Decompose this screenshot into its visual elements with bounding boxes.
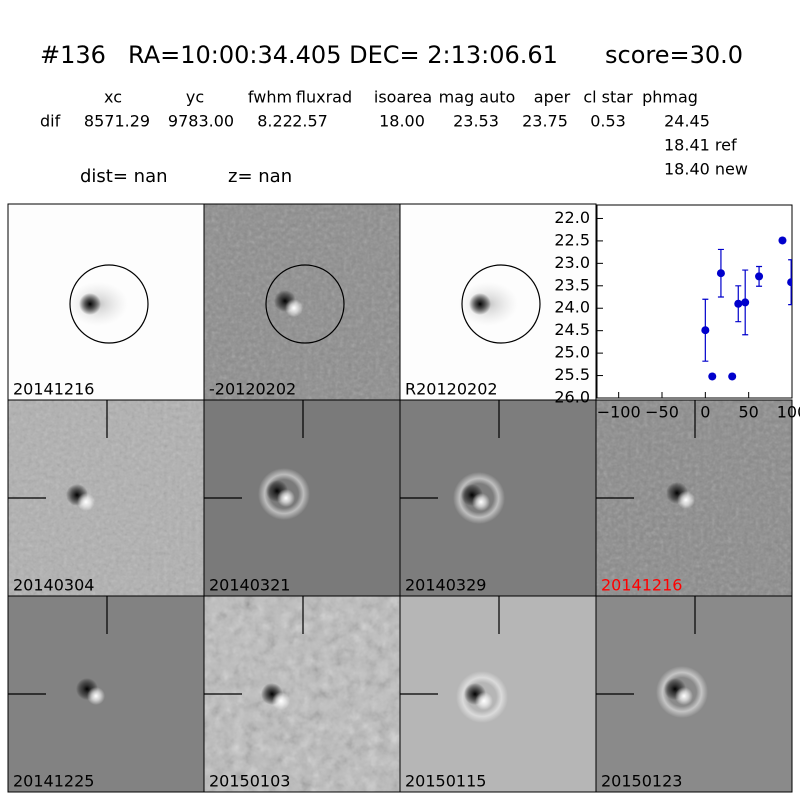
data-point bbox=[716, 269, 725, 278]
stamp-label: 20150123 bbox=[601, 772, 682, 791]
cell: 2.57 bbox=[292, 112, 328, 131]
column-header: fwhm bbox=[248, 88, 292, 107]
data-point bbox=[708, 372, 717, 381]
source-core bbox=[79, 293, 101, 315]
stamp-label: 20150115 bbox=[405, 772, 486, 791]
stamp-label: 20140321 bbox=[209, 576, 290, 595]
stamp: 20150123 bbox=[595, 595, 793, 793]
phmag-extra: 18.41 ref bbox=[664, 136, 737, 155]
y-tick-label: 25.5 bbox=[554, 365, 590, 384]
stamp-frame bbox=[595, 595, 793, 793]
y-tick-label: 25.0 bbox=[554, 343, 590, 362]
row-label: dif bbox=[40, 112, 61, 131]
x-tick-label: 50 bbox=[738, 403, 758, 422]
x-tick-label: 0 bbox=[700, 403, 710, 422]
points bbox=[701, 236, 792, 381]
cell: 8571.29 bbox=[84, 112, 150, 131]
stamp-label: 20150103 bbox=[209, 772, 290, 791]
source-light bbox=[677, 491, 695, 509]
source-light bbox=[675, 687, 693, 705]
cell: 23.75 bbox=[522, 112, 568, 131]
stamp: R20120202 bbox=[399, 203, 597, 401]
column-header: mag auto bbox=[439, 88, 516, 107]
column-header: fluxrad bbox=[296, 88, 352, 107]
data-point bbox=[701, 326, 710, 335]
cell: 8.22 bbox=[257, 112, 293, 131]
stamp: 20140304 bbox=[7, 399, 205, 597]
score: score=30.0 bbox=[605, 41, 743, 69]
stamp: 20150103 bbox=[203, 595, 401, 793]
stamp: 20150115 bbox=[399, 595, 597, 793]
source-core bbox=[469, 293, 491, 315]
dist: dist= nan bbox=[80, 166, 168, 187]
column-header: aper bbox=[534, 88, 571, 107]
stamp-label: 20140304 bbox=[13, 576, 94, 595]
stamp: 20140329 bbox=[399, 399, 597, 597]
stamp-label: 20141216 bbox=[13, 380, 94, 399]
y-tick-label: 23.0 bbox=[554, 253, 590, 272]
data-point bbox=[734, 299, 743, 308]
plot-area bbox=[596, 204, 793, 399]
data-point bbox=[787, 278, 792, 287]
stamp: -20120202 bbox=[203, 203, 401, 401]
cell: 18.00 bbox=[379, 112, 425, 131]
stamp: 20140321 bbox=[203, 399, 401, 597]
aperture bbox=[69, 264, 149, 344]
y-tick-label: 24.5 bbox=[554, 320, 590, 339]
x-tick-label: −50 bbox=[645, 403, 679, 422]
data-point bbox=[755, 272, 764, 281]
column-header: phmag bbox=[642, 88, 698, 107]
stamp-label: 20141216 bbox=[601, 576, 682, 595]
aperture bbox=[265, 264, 345, 344]
cell: 0.53 bbox=[590, 112, 626, 131]
candidate-id: #136 bbox=[40, 41, 106, 69]
source-light bbox=[475, 692, 493, 710]
aperture bbox=[461, 264, 541, 344]
stamp-label: 20140329 bbox=[405, 576, 486, 595]
cell: 24.45 bbox=[664, 112, 710, 131]
stamp-label: R20120202 bbox=[405, 380, 498, 399]
source-light bbox=[77, 493, 95, 511]
data-point bbox=[741, 298, 750, 307]
phmag-extra: 18.40 new bbox=[664, 160, 748, 179]
stamp: 20141225 bbox=[7, 595, 205, 793]
x-tick-label: 100 bbox=[777, 403, 800, 422]
y-tick-label: 22.0 bbox=[554, 208, 590, 227]
column-header: xc bbox=[104, 88, 122, 107]
column-header: isoarea bbox=[374, 88, 432, 107]
source-light bbox=[277, 489, 295, 507]
source-light bbox=[285, 299, 303, 317]
y-tick-label: 22.5 bbox=[554, 230, 590, 249]
source-light bbox=[87, 687, 105, 705]
cell: 23.53 bbox=[453, 112, 499, 131]
y-tick-label: 23.5 bbox=[554, 275, 590, 294]
y-tick-label: 24.0 bbox=[554, 298, 590, 317]
source-light bbox=[272, 692, 290, 710]
stamp-label: -20120202 bbox=[209, 380, 296, 399]
stamp: 20141216 bbox=[7, 203, 205, 401]
stamp-noise bbox=[204, 204, 400, 400]
stamp: 20141216 bbox=[595, 399, 793, 597]
y-tick-label: 26.0 bbox=[554, 388, 590, 407]
data-point bbox=[778, 236, 787, 245]
stamp-label: 20141225 bbox=[13, 772, 94, 791]
source-light bbox=[472, 493, 490, 511]
data-point bbox=[728, 372, 737, 381]
cell: 9783.00 bbox=[168, 112, 234, 131]
x-tick-label: −100 bbox=[597, 403, 641, 422]
column-header: yc bbox=[186, 88, 204, 107]
coordinates: RA=10:00:34.405 DEC= 2:13:06.61 bbox=[128, 41, 558, 69]
redshift: z= nan bbox=[228, 166, 292, 187]
column-header: cl star bbox=[583, 88, 633, 107]
